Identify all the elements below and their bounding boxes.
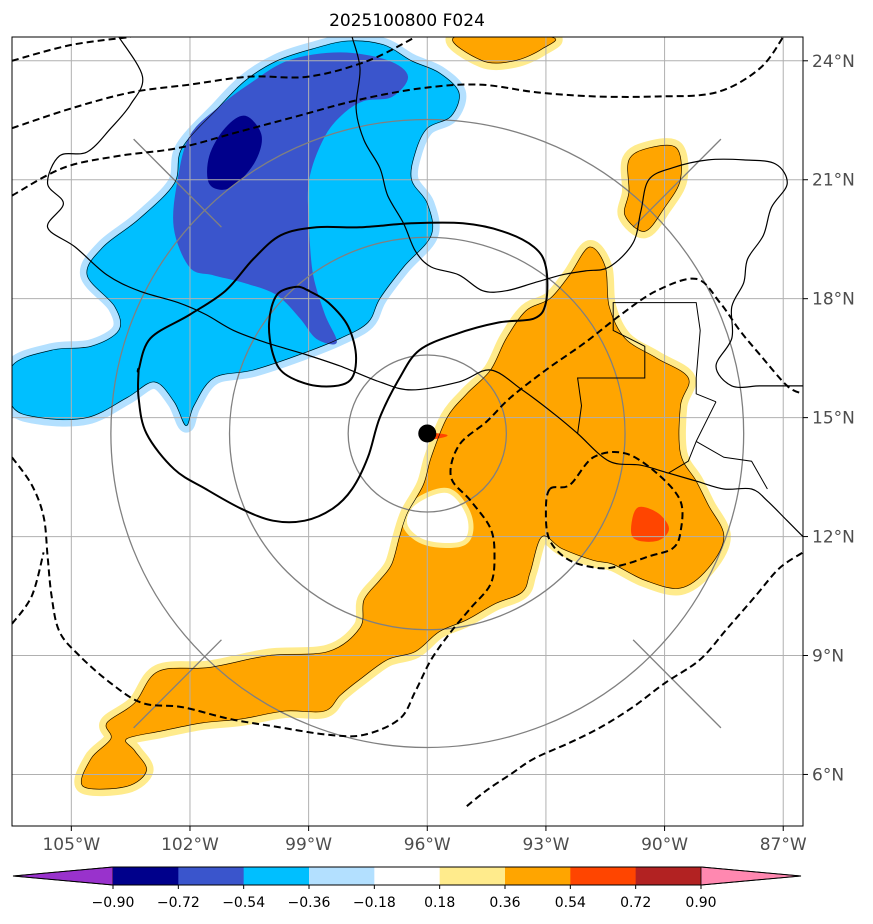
- x-tick-label-0: 105°W: [42, 835, 100, 855]
- hole-region-0: [406, 492, 469, 544]
- colorbar-tick-label-4: −0.18: [353, 895, 396, 911]
- contour-lines: [12, 37, 803, 807]
- y-axis: 6°N 9°N 12°N 15°N 18°N 21°N 24°N: [803, 52, 855, 785]
- ring-ray-1: [632, 639, 722, 729]
- field-outline-4: [624, 144, 682, 232]
- colorbar-tick-label-7: 0.54: [555, 895, 586, 911]
- colorbar-tick-label-1: −0.72: [157, 895, 200, 911]
- range-ring-0: [347, 354, 508, 513]
- range-ring-2: [110, 118, 745, 749]
- y-tick-label-6: 24°N: [812, 52, 855, 72]
- range-rings: [110, 118, 745, 749]
- colorbar-segment-1: [178, 867, 245, 885]
- storm-center-marker: [418, 424, 437, 443]
- x-tick-label-6: 87°W: [760, 835, 807, 855]
- border-0: [577, 302, 717, 434]
- dashed-contour-4: [12, 552, 45, 625]
- colorbar-tick-label-5: 0.18: [424, 895, 455, 911]
- colorbar-segment-7: [570, 867, 637, 885]
- dashed-contour-3: [12, 277, 803, 738]
- field-outline-3: [81, 246, 725, 790]
- y-tick-label-2: 12°N: [812, 528, 855, 548]
- border-1: [668, 441, 697, 474]
- y-tick-label-1: 9°N: [812, 647, 844, 667]
- coastlines: [12, 37, 803, 790]
- field-outline-0: [12, 40, 460, 426]
- colorbar-tick-label-2: −0.54: [222, 895, 265, 911]
- map-frame: [11, 36, 804, 827]
- ring-ray-3: [133, 138, 222, 228]
- colorbar-tick-label-6: 0.36: [489, 895, 520, 911]
- y-tick-label-5: 21°N: [812, 171, 855, 191]
- colorbar-segment-3: [309, 867, 375, 885]
- colorbar-extend-low: [12, 866, 114, 886]
- map-plot-area: [12, 37, 803, 826]
- colorbar-tick-label-9: 0.90: [685, 895, 716, 911]
- dashed-contour-0: [12, 37, 131, 62]
- x-tick-label-4: 93°W: [522, 835, 569, 855]
- ring-ray-2: [133, 639, 222, 729]
- x-tick-label-1: 102°W: [161, 835, 219, 855]
- colorbar-segment-4: [374, 867, 441, 885]
- dashed-contour-2: [12, 37, 785, 197]
- colorbar-extend-high: [700, 866, 802, 886]
- colorbar-tick-label-3: −0.36: [288, 895, 331, 911]
- solid-contour-0: [136, 221, 549, 524]
- y-tick-label-3: 15°N: [812, 409, 855, 429]
- colorbar-tick-label-8: 0.72: [620, 895, 651, 911]
- y-tick-label-4: 18°N: [812, 290, 855, 310]
- dashed-contour-1: [12, 37, 416, 130]
- colorbar-segment-2: [243, 867, 310, 885]
- dashed-contour-5: [544, 451, 684, 570]
- coastline-1: [351, 37, 803, 388]
- colorbar-segment-6: [505, 867, 571, 885]
- range-ring-1: [228, 236, 626, 631]
- border-3: [695, 401, 717, 442]
- field-outline-5: [452, 37, 556, 64]
- x-axis: 105°W 102°W 99°W 96°W 93°W 90°W 87°W: [42, 826, 807, 855]
- x-tick-label-2: 99°W: [285, 835, 332, 855]
- coastline-0: [46, 37, 803, 538]
- colorbar-tick-label-0: −0.90: [92, 895, 135, 911]
- x-tick-label-5: 90°W: [641, 835, 688, 855]
- chart-title: 2025100800 F024: [329, 11, 485, 31]
- solid-contour-1: [267, 285, 358, 388]
- colorbar: −0.90 −0.72 −0.54 −0.36 −0.18 0.18 0.36 0.54 0.7…: [12, 866, 802, 911]
- colorbar-segment-8: [635, 867, 702, 885]
- colorbar-segment-0: [113, 867, 179, 885]
- ring-ray-0: [632, 138, 722, 228]
- colorbar-segment-5: [439, 867, 506, 885]
- x-tick-label-3: 96°W: [404, 835, 451, 855]
- y-tick-label-0: 6°N: [812, 765, 844, 785]
- border-2: [695, 440, 768, 490]
- field-region-2: [207, 115, 262, 190]
